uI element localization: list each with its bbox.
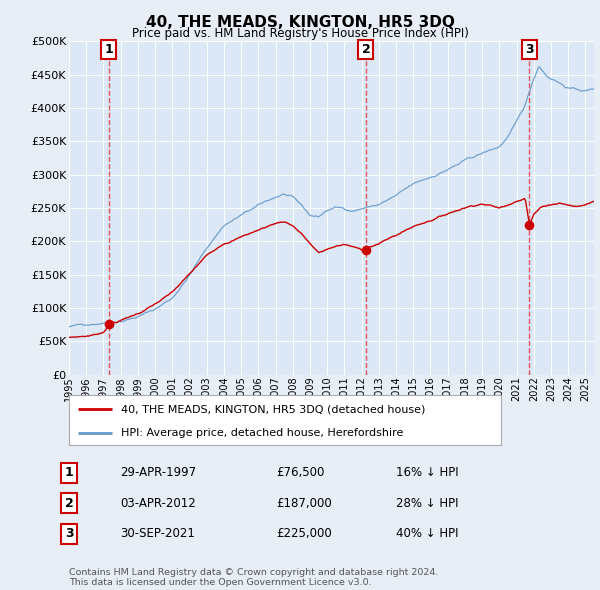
Text: 2: 2 (65, 497, 73, 510)
Text: 3: 3 (525, 43, 534, 56)
Text: 40% ↓ HPI: 40% ↓ HPI (396, 527, 458, 540)
Text: 1: 1 (104, 43, 113, 56)
Text: Price paid vs. HM Land Registry's House Price Index (HPI): Price paid vs. HM Land Registry's House … (131, 27, 469, 40)
Text: 16% ↓ HPI: 16% ↓ HPI (396, 466, 458, 479)
Text: HPI: Average price, detached house, Herefordshire: HPI: Average price, detached house, Here… (121, 428, 403, 438)
Text: 30-SEP-2021: 30-SEP-2021 (120, 527, 195, 540)
Text: £187,000: £187,000 (276, 497, 332, 510)
Text: 03-APR-2012: 03-APR-2012 (120, 497, 196, 510)
Text: 1: 1 (65, 466, 73, 479)
Text: 40, THE MEADS, KINGTON, HR5 3DQ (detached house): 40, THE MEADS, KINGTON, HR5 3DQ (detache… (121, 404, 425, 414)
Text: 3: 3 (65, 527, 73, 540)
Text: 29-APR-1997: 29-APR-1997 (120, 466, 196, 479)
Text: £225,000: £225,000 (276, 527, 332, 540)
Text: 2: 2 (362, 43, 370, 56)
Text: Contains HM Land Registry data © Crown copyright and database right 2024.
This d: Contains HM Land Registry data © Crown c… (69, 568, 439, 587)
Text: £76,500: £76,500 (276, 466, 325, 479)
Text: 40, THE MEADS, KINGTON, HR5 3DQ: 40, THE MEADS, KINGTON, HR5 3DQ (146, 15, 454, 30)
Text: 28% ↓ HPI: 28% ↓ HPI (396, 497, 458, 510)
